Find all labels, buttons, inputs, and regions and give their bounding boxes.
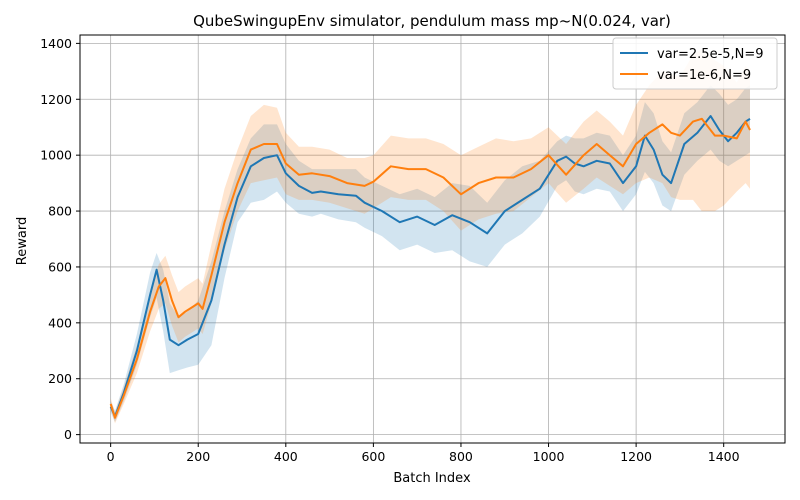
y-tick-label: 0 xyxy=(64,427,72,442)
x-tick-label: 0 xyxy=(107,449,115,464)
y-tick-label: 600 xyxy=(48,259,72,274)
series-1-line xyxy=(109,115,751,418)
series-2-band xyxy=(110,49,750,424)
legend: var=2.5e-5,N=9 var=1e-6,N=9 xyxy=(612,37,778,90)
y-axis-label: Reward xyxy=(15,217,30,265)
x-axis-label: Batch Index xyxy=(393,471,471,486)
confidence-bands xyxy=(110,49,750,424)
legend-box xyxy=(612,37,778,90)
x-tick-label: 200 xyxy=(186,449,210,464)
y-tick-label: 1000 xyxy=(40,148,72,163)
x-tick-label: 600 xyxy=(361,449,385,464)
x-tick-label: 1200 xyxy=(620,449,652,464)
y-tick-label: 800 xyxy=(48,204,72,219)
plot-area-frame xyxy=(79,34,786,444)
y-tick-label: 1200 xyxy=(40,92,72,107)
series-2-line xyxy=(109,117,751,419)
legend-label-series-2: var=1e-6,N=9 xyxy=(657,68,751,83)
y-tick-label: 200 xyxy=(48,371,72,386)
chart-title: QubeSwingupEnv simulator, pendulum mass … xyxy=(193,12,671,30)
y-tick-label: 400 xyxy=(48,315,72,330)
x-tick-label: 1000 xyxy=(533,449,565,464)
grid-lines xyxy=(80,35,785,443)
axis-ticks: 0 200 400 600 800 1000 1200 1400 0 200 400 600 800 10… xyxy=(40,36,739,464)
y-tick-label: 1400 xyxy=(40,36,72,51)
series-1-band xyxy=(110,85,750,423)
x-tick-label: 800 xyxy=(449,449,473,464)
x-tick-label: 1400 xyxy=(708,449,740,464)
legend-label-series-1: var=2.5e-5,N=9 xyxy=(657,47,764,62)
x-tick-label: 400 xyxy=(274,449,298,464)
series-lines xyxy=(109,115,751,419)
